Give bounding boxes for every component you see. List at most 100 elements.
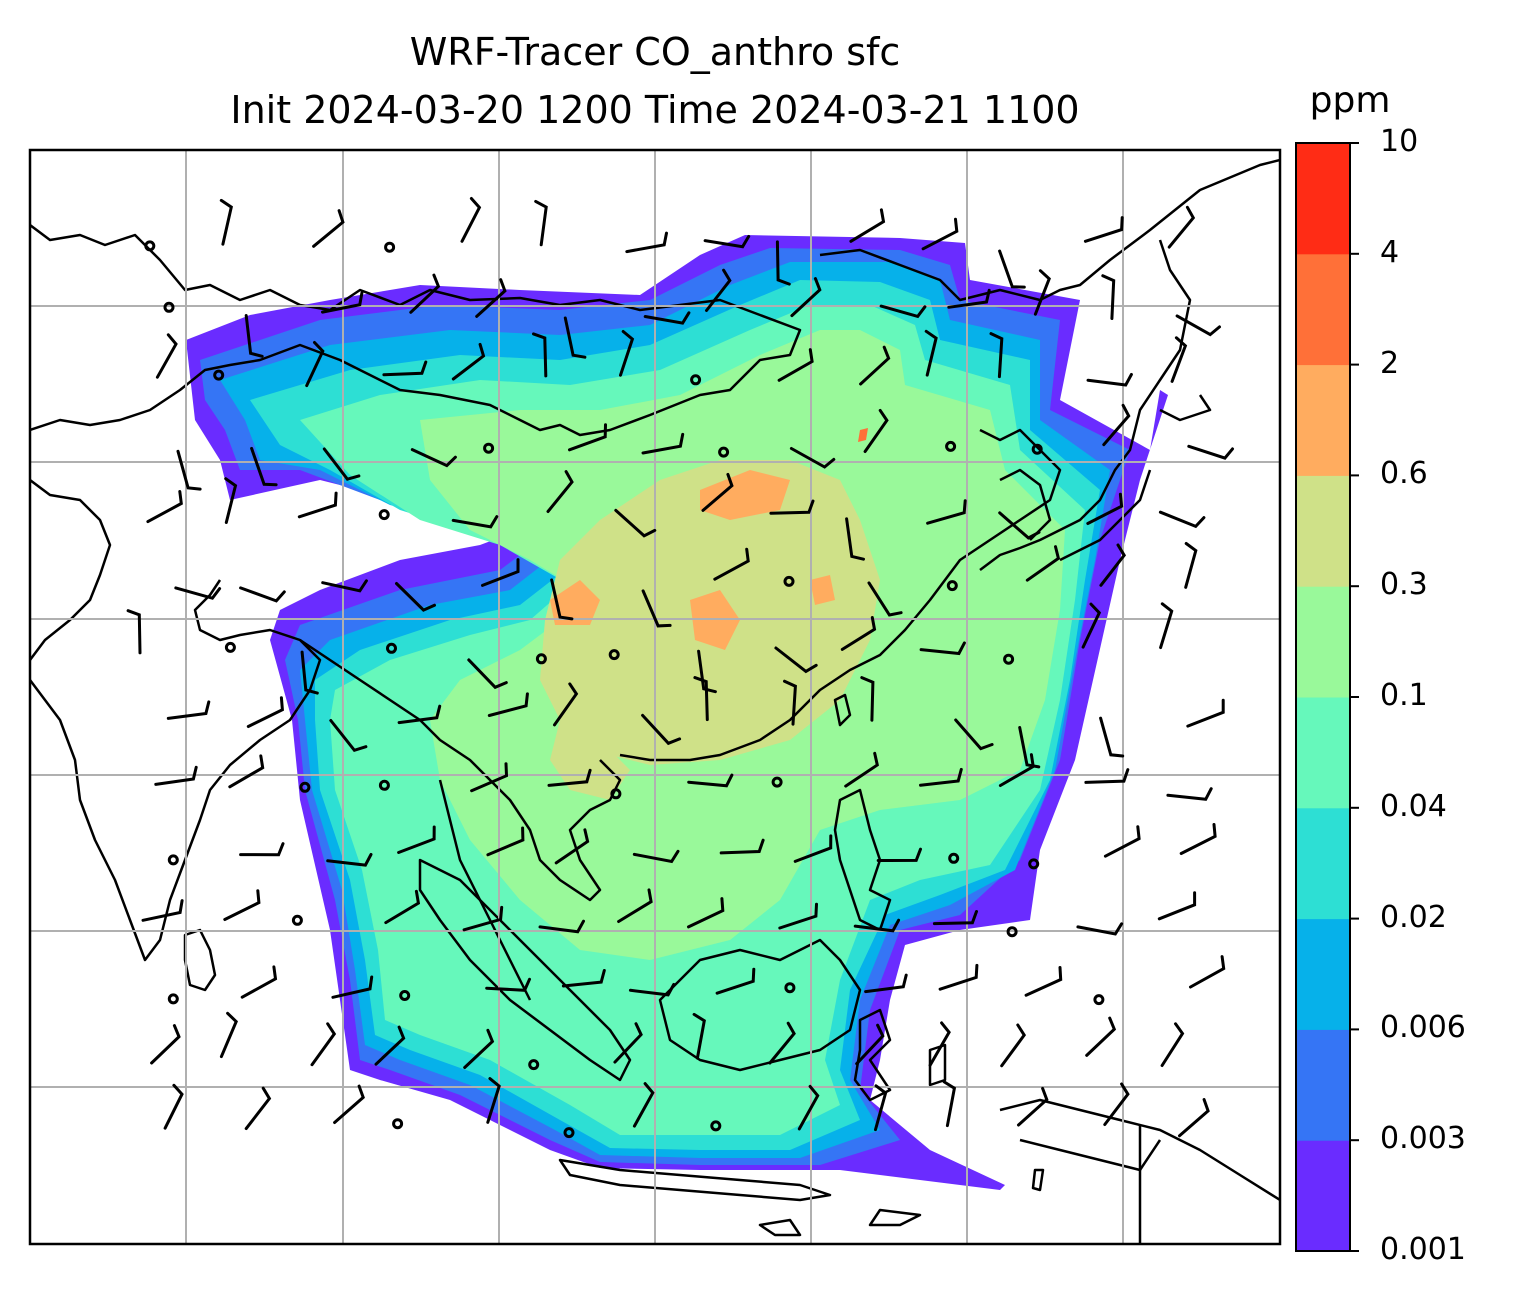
calm-wind-marker [945, 440, 957, 452]
wind-barb [697, 649, 717, 694]
wind-barb [310, 1022, 337, 1067]
colorbar-unit: ppm [1309, 80, 1391, 121]
wind-barb [705, 268, 732, 312]
calm-wind-marker [291, 914, 303, 926]
wind-barb [300, 650, 319, 695]
coastline-india [30, 479, 322, 962]
wind-barb [174, 586, 222, 600]
wind-barb [1000, 1023, 1027, 1068]
coastline-philippines [833, 788, 892, 932]
wind-barb [1187, 444, 1234, 460]
coastline-borneo [658, 938, 862, 1072]
chart-title: WRF-Tracer CO_anthro sfc [409, 30, 901, 74]
wind-barb [554, 828, 590, 865]
wind-barb [166, 700, 211, 720]
calm-wind-marker [386, 642, 397, 654]
wind-barb [1103, 825, 1141, 858]
wind-barb [1184, 542, 1198, 589]
calm-wind-marker [299, 781, 311, 793]
wind-barb [475, 278, 507, 318]
wind-barb [942, 1080, 957, 1128]
wind-barb [331, 975, 374, 999]
wind-barb [790, 277, 822, 318]
wind-barb [553, 682, 579, 727]
tracer-field [186, 235, 1168, 1190]
colorbar-band [1296, 253, 1350, 366]
wind-barb [641, 432, 685, 455]
gridlines [30, 150, 1280, 1244]
wind-barb [998, 511, 1041, 540]
wind-barb [919, 767, 963, 787]
wind-barb [1083, 216, 1124, 243]
wind-barb [312, 209, 345, 248]
calm-wind-marker [528, 1059, 540, 1071]
coastline-indochina [299, 638, 622, 902]
calm-wind-marker [718, 446, 730, 458]
wind-barb [1175, 314, 1221, 337]
wind-barb [775, 240, 791, 286]
wind-barb [1102, 403, 1131, 447]
calm-wind-marker [1031, 443, 1043, 455]
wind-barb [532, 332, 548, 378]
wind-barb [1017, 1086, 1049, 1127]
colorbar-band [1296, 1140, 1350, 1252]
calm-wind-marker [771, 776, 783, 788]
colorbar-band [1296, 807, 1350, 920]
colorbar-tick-label: 0.006 [1380, 1010, 1466, 1046]
wind-barb [853, 918, 901, 933]
wind-barb [146, 490, 183, 524]
wind-barb [154, 765, 198, 786]
chart-subtitle: Init 2024-03-20 1200 Time 2024-03-21 110… [230, 88, 1080, 132]
wind-barb [141, 899, 184, 922]
wind-barb [932, 910, 978, 926]
wind-barb [777, 348, 814, 382]
wind-barb [462, 905, 504, 932]
wind-barb [874, 1084, 888, 1132]
wind-barb [715, 967, 756, 995]
wind-barb [176, 449, 202, 491]
calm-wind-marker [608, 649, 620, 661]
coastline-java [558, 1158, 832, 1202]
wind-barb [713, 547, 750, 581]
wind-barb [947, 288, 991, 309]
wind-barb [470, 762, 509, 793]
wind-barb [321, 579, 368, 593]
wind-barb [625, 231, 668, 254]
wind-barb [619, 330, 635, 377]
wind-barb [1101, 274, 1116, 320]
map-frame [28, 148, 1282, 1246]
colorbar-tick-label: 2 [1380, 345, 1400, 381]
wind-barb [1157, 891, 1197, 921]
wind-barb [451, 515, 499, 529]
wind-barb [859, 345, 891, 386]
wind-barb [382, 360, 428, 377]
wind-barb [1084, 768, 1130, 784]
wind-barb [333, 1084, 365, 1124]
wind-barb [155, 333, 178, 379]
field-level-7b [550, 720, 630, 800]
colorbar-tick-label: 0.6 [1380, 456, 1428, 492]
wind-barb [613, 1022, 643, 1064]
calm-wind-marker [783, 575, 795, 587]
calm-wind-marker [946, 580, 958, 592]
calm-wind-marker [948, 852, 960, 864]
wind-barb [864, 973, 908, 994]
wind-barb [224, 477, 238, 524]
wind-barb [322, 447, 361, 481]
wind-barb [568, 423, 607, 452]
wind-barb [844, 751, 879, 788]
wind-barb [1025, 545, 1061, 582]
wind-barb [150, 1024, 181, 1065]
wind-barb [1076, 922, 1124, 936]
colorbar-band [1296, 364, 1350, 476]
wind-barb [1086, 373, 1133, 387]
wind-barb [719, 838, 765, 855]
colorbar-band [1296, 697, 1350, 809]
wind-barb [451, 342, 486, 381]
wind-barb [1160, 1022, 1185, 1067]
calm-wind-marker [163, 301, 175, 313]
wind-barb [1158, 510, 1206, 529]
wind-barb [1081, 602, 1102, 649]
coastline-timor [758, 1208, 922, 1237]
